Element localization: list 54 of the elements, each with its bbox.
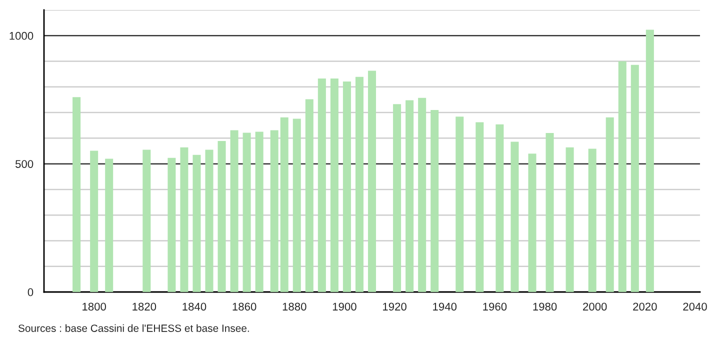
bar [105, 158, 114, 292]
x-tick-label: 1800 [82, 302, 106, 311]
bar [305, 99, 314, 292]
bar [180, 147, 188, 292]
bar [476, 122, 484, 292]
bar [292, 118, 301, 292]
x-tick-label: 1840 [182, 302, 206, 311]
bar [546, 133, 554, 292]
bar [280, 117, 288, 292]
x-tick-label: 1820 [132, 302, 156, 311]
bar [270, 130, 278, 292]
bar [368, 70, 376, 292]
bar [242, 132, 251, 292]
bar [510, 142, 519, 292]
bar [72, 97, 81, 292]
bar [168, 158, 176, 292]
y-tick-label: 500 [15, 160, 34, 168]
bar [342, 82, 351, 292]
x-tick-label: 1900 [332, 302, 356, 311]
x-tick-label: 1960 [483, 302, 507, 311]
bar [606, 117, 614, 292]
bar [406, 100, 414, 292]
bar [192, 154, 201, 292]
x-tick-label: 2020 [633, 302, 657, 311]
bar [330, 78, 338, 292]
x-tick-label: 2000 [583, 302, 607, 311]
bar [205, 150, 214, 292]
bar [255, 132, 264, 292]
bar [566, 147, 574, 292]
bar [496, 124, 504, 292]
bar [456, 116, 464, 292]
bar [630, 64, 639, 292]
bar [618, 61, 626, 292]
x-tick-label: 1920 [383, 302, 406, 311]
y-tick-label: 0 [28, 288, 34, 296]
y-tick-label: 1000 [10, 32, 34, 40]
bar [318, 78, 326, 292]
x-tick-label: 2040 [683, 302, 707, 311]
bar [230, 130, 238, 292]
bar [528, 154, 536, 292]
x-tick-label: 1880 [282, 302, 306, 311]
bar [430, 110, 439, 292]
bar [218, 141, 226, 292]
x-tick-label: 1980 [533, 302, 557, 311]
bar [355, 76, 364, 292]
x-tick-label: 1940 [433, 302, 457, 311]
source-note: Sources : base Cassini de l'EHESS et base Insee. [18, 324, 249, 332]
bar [646, 30, 654, 292]
bar [90, 150, 98, 292]
bar [393, 104, 402, 292]
x-tick-label: 1860 [232, 302, 256, 311]
bar [142, 150, 151, 292]
bar [418, 98, 426, 292]
bar [588, 148, 596, 292]
